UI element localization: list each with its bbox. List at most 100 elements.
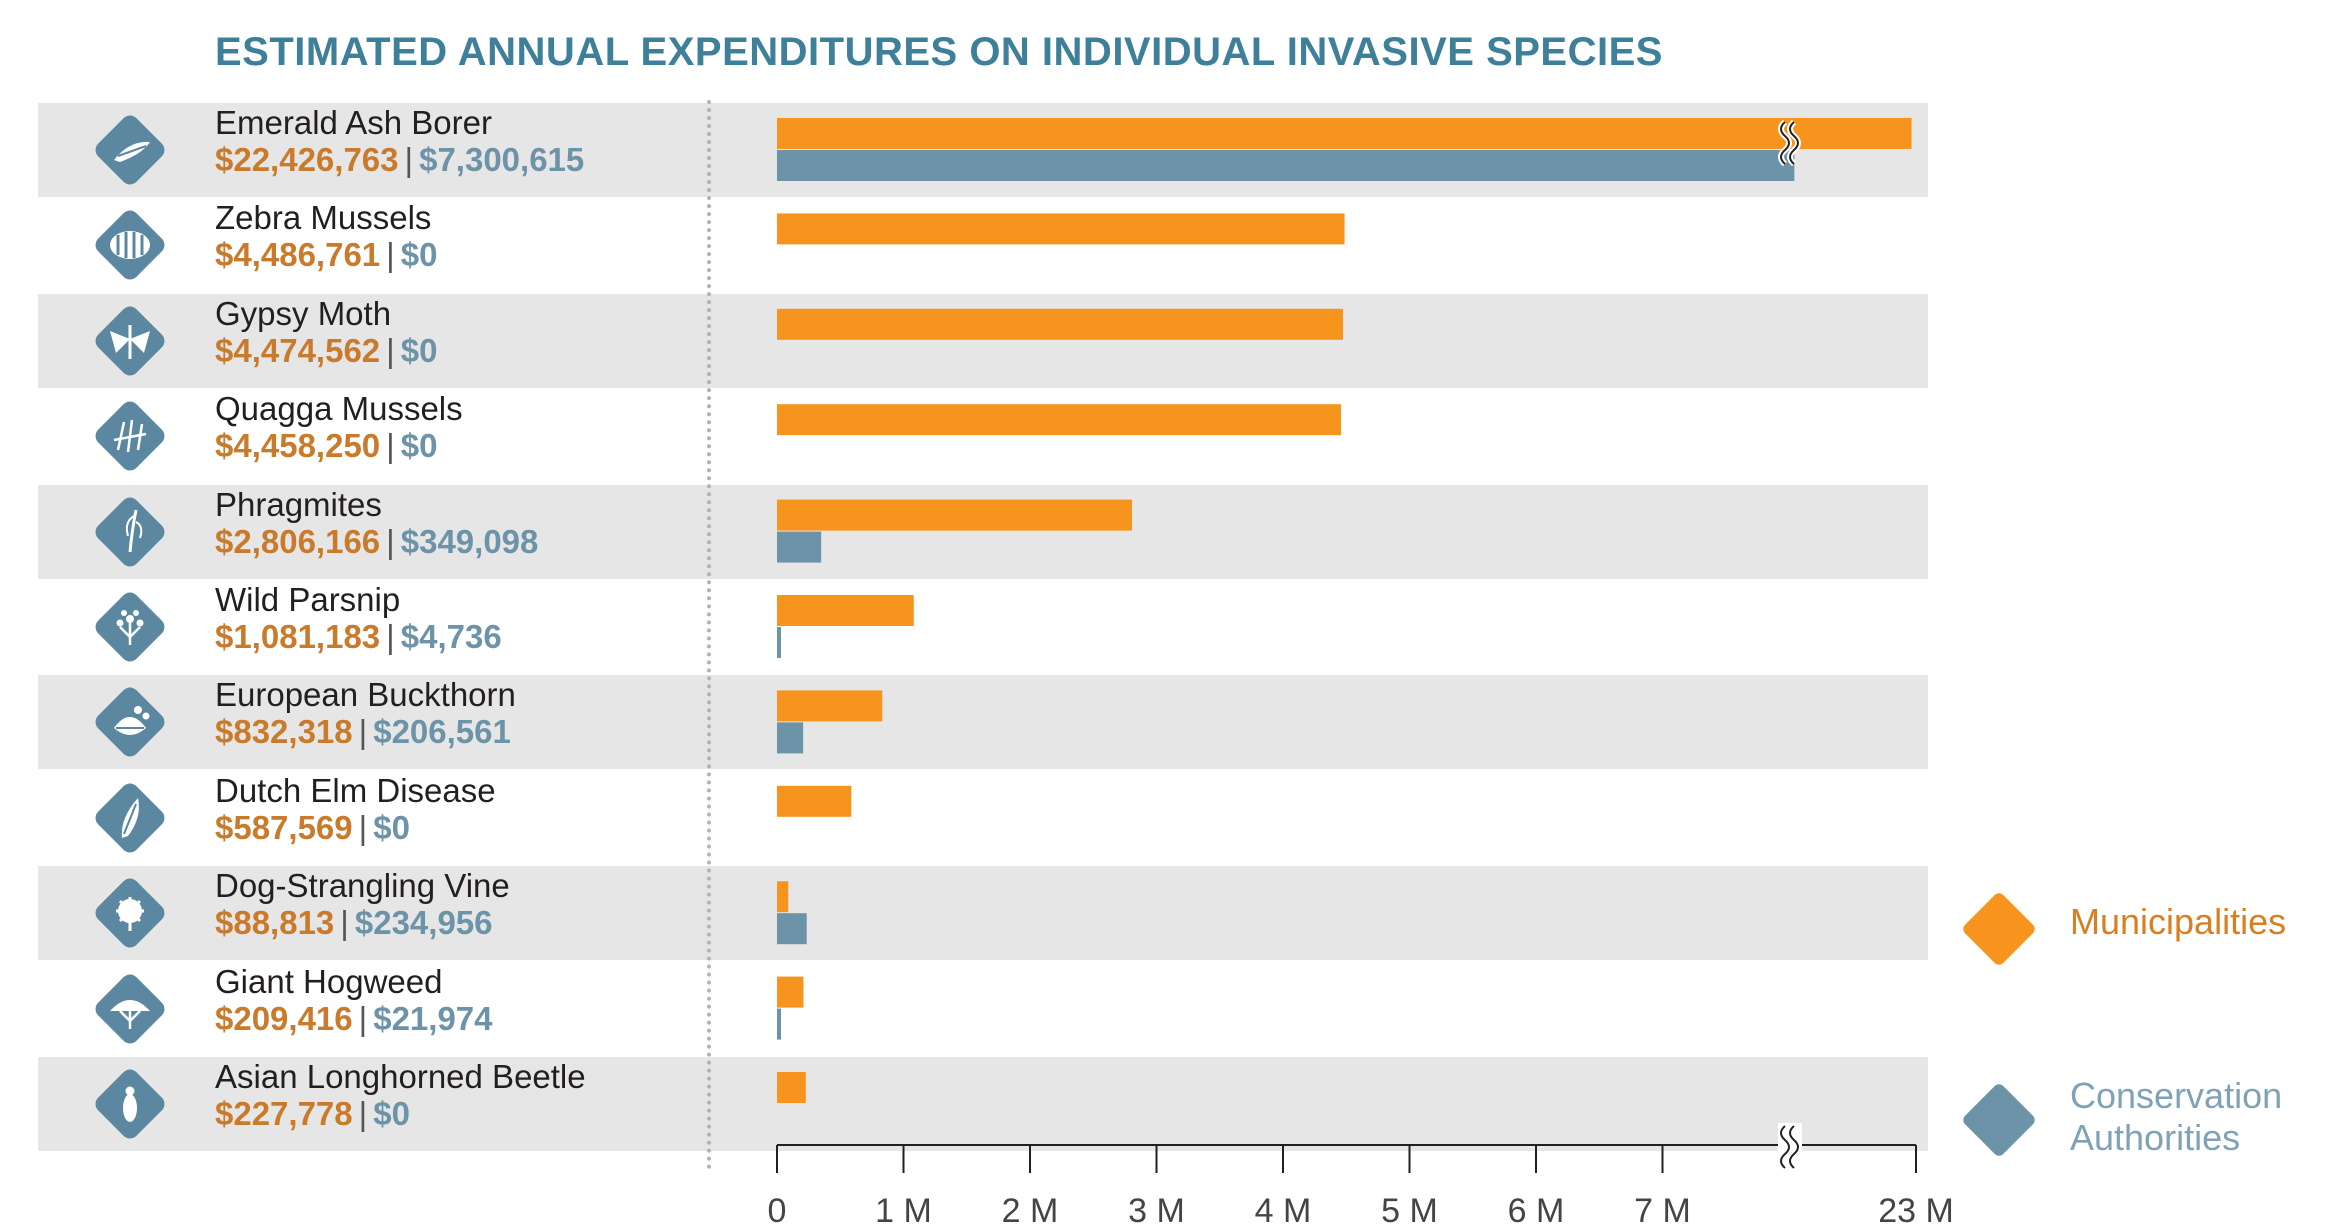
bar-municipalities — [777, 785, 852, 817]
species-name: Wild Parsnip — [215, 581, 401, 618]
municipalities-value-label: $587,569 — [215, 808, 353, 846]
municipalities-value-label: $227,778 — [215, 1095, 353, 1132]
municipalities-value-label: $88,813 — [215, 904, 335, 942]
species-name: Quagga Mussels — [215, 390, 463, 428]
municipalities-value-label: $2,806,166 — [215, 522, 381, 560]
species-name: Zebra Mussels — [215, 199, 432, 237]
municipalities-value-label: $832,318 — [215, 713, 353, 751]
bar-municipalities — [777, 690, 883, 722]
x-tick-label: 2 M — [1002, 1192, 1059, 1228]
value-separator: | — [404, 141, 414, 178]
x-tick-label: 6 M — [1508, 1192, 1565, 1228]
species-name: Asian Longhorned Beetle — [215, 1058, 586, 1095]
bar-conservation — [777, 531, 822, 563]
conservation-value-label: $7,300,615 — [419, 141, 585, 178]
species-values: $2,806,166 | $349,098 — [215, 523, 538, 561]
giant-hogweed-icon — [84, 963, 176, 1055]
legend-conservation-label: Conservation Authorities — [2070, 1075, 2282, 1159]
municipalities-value-label: $4,474,562 — [215, 331, 381, 369]
x-tick-label: 1 M — [875, 1192, 932, 1228]
bar-municipalities — [777, 881, 789, 913]
species-values: $4,474,562 | $0 — [215, 332, 437, 370]
value-separator: | — [358, 808, 368, 846]
conservation-value-label: $21,974 — [373, 999, 493, 1037]
value-separator: | — [386, 522, 395, 560]
value-separator: | — [386, 427, 395, 465]
municipalities-value-label: $22,426,763 — [215, 141, 399, 178]
species-name: Dutch Elm Disease — [215, 771, 496, 809]
municipalities-value-label: $4,458,250 — [215, 427, 381, 465]
conservation-value-label: $206,561 — [373, 713, 511, 751]
value-separator: | — [340, 904, 349, 942]
legend-conservation-line1: Conservation — [2070, 1075, 2283, 1116]
species-values: $227,778 | $0 — [215, 1095, 410, 1133]
bar-municipalities — [777, 976, 804, 1008]
species-values: $88,813 | $234,956 — [215, 904, 493, 942]
conservation-value-label: $4,736 — [400, 618, 502, 655]
value-separator: | — [358, 1095, 368, 1132]
legend-municipalities-label: Municipalities — [2070, 901, 2287, 942]
asian-longhorned-beetle-icon — [84, 1058, 176, 1150]
dog-strangling-vine-icon — [84, 867, 176, 959]
conservation-value-label: $234,956 — [354, 904, 493, 942]
phragmites-icon — [84, 486, 176, 578]
wild-parsnip-icon — [84, 581, 176, 673]
quagga-mussels-icon — [84, 390, 176, 482]
municipalities-value-label: $209,416 — [215, 999, 353, 1037]
axis-break-mark-bar-line — [1780, 121, 1799, 165]
conservation-value-label: $0 — [400, 427, 438, 465]
species-name: Gypsy Moth — [215, 294, 392, 332]
x-tick-label: 0 — [768, 1192, 787, 1228]
value-separator: | — [358, 999, 368, 1037]
species-values: $4,458,250 | $0 — [215, 427, 437, 465]
bar-municipalities — [777, 404, 1341, 436]
species-row — [38, 866, 1928, 961]
bar-conservation — [777, 627, 781, 658]
european-buckthorn-icon — [84, 676, 176, 768]
gypsy-moth-icon — [84, 295, 176, 387]
axis-break-mark — [1780, 1125, 1799, 1169]
species-values: $1,081,183 | $4,736 — [215, 618, 502, 656]
municipalities-value-label: $1,081,183 — [215, 618, 381, 655]
zebra-mussels-icon — [84, 199, 176, 291]
x-tick-label: 7 M — [1634, 1192, 1691, 1228]
species-values: $4,486,761 | $0 — [215, 236, 437, 274]
species-values: $209,416 | $21,974 — [215, 1000, 493, 1038]
legend-conservation-line2: Authorities — [2070, 1117, 2241, 1158]
conservation-value-label: $0 — [373, 1095, 410, 1132]
bar-conservation — [777, 722, 804, 754]
species-values: $587,569 | $0 — [215, 809, 410, 847]
x-tick-label: 23 M — [1878, 1192, 1954, 1228]
species-name: Giant Hogweed — [215, 962, 443, 1000]
value-separator: | — [386, 236, 395, 274]
conservation-value-label: $349,098 — [400, 522, 539, 560]
conservation-value-label: $0 — [400, 331, 438, 369]
value-separator: | — [386, 618, 395, 655]
municipalities-value-label: $4,486,761 — [215, 236, 381, 274]
species-name: Dog-Strangling Vine — [215, 867, 510, 905]
bar-municipalities — [777, 118, 1912, 149]
bar-municipalities — [777, 595, 914, 626]
species-name: European Buckthorn — [215, 676, 516, 714]
bar-conservation — [777, 1008, 781, 1040]
value-separator: | — [386, 331, 395, 369]
emerald-ash-borer-icon — [84, 104, 176, 196]
conservation-value-label: $0 — [373, 808, 410, 846]
species-name: Phragmites — [215, 485, 382, 523]
dutch-elm-disease-icon — [84, 772, 176, 864]
value-separator: | — [358, 713, 368, 751]
bar-conservation — [777, 913, 807, 945]
bar-conservation — [777, 150, 1795, 181]
x-tick-label: 5 M — [1381, 1192, 1438, 1228]
bar-municipalities — [777, 499, 1132, 531]
x-tick-label: 4 M — [1255, 1192, 1312, 1228]
species-name: Emerald Ash Borer — [215, 104, 492, 141]
species-values: $22,426,763 | $7,300,615 — [215, 141, 584, 179]
species-row — [38, 1057, 1928, 1151]
bar-municipalities — [777, 213, 1345, 245]
chart-title: ESTIMATED ANNUAL EXPENDITURES ON INDIVID… — [215, 30, 1663, 74]
species-values: $832,318 | $206,561 — [215, 713, 511, 751]
dotted-divider — [707, 100, 711, 1170]
x-tick-label: 3 M — [1128, 1192, 1185, 1228]
